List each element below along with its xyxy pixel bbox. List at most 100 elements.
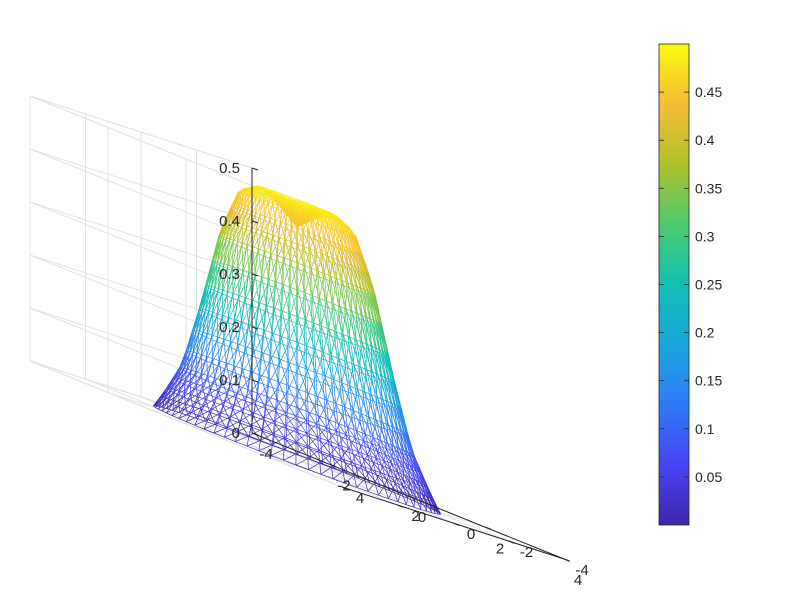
mesh-edge — [324, 273, 331, 277]
mesh-edge — [290, 241, 298, 264]
mesh-edge — [379, 349, 390, 380]
mesh-edge — [186, 368, 192, 371]
mesh-edge — [287, 362, 290, 386]
mesh-edge — [314, 379, 316, 405]
mesh-edge — [237, 378, 250, 394]
mesh-edge — [265, 389, 278, 405]
mesh-edge — [350, 440, 364, 459]
mesh-edge — [363, 440, 368, 456]
mesh-edge — [361, 288, 368, 318]
mesh-edge — [161, 410, 167, 414]
mesh-edge — [283, 200, 289, 204]
mesh-edge — [178, 418, 187, 423]
mesh-edge — [195, 353, 198, 372]
mesh-edge — [331, 364, 339, 387]
mesh-edge — [203, 428, 214, 434]
mesh-edge — [317, 270, 320, 299]
mesh-edge — [211, 261, 218, 287]
mesh-edge — [290, 196, 294, 202]
mesh-edge — [287, 385, 289, 405]
mesh-edge — [221, 219, 229, 237]
mesh-edge — [232, 408, 243, 413]
mesh-edge — [273, 307, 282, 312]
mesh-edge — [267, 365, 279, 386]
mesh-edge — [297, 388, 309, 413]
mesh-edge — [239, 422, 252, 428]
mesh-edge — [178, 412, 192, 419]
mesh-edge — [331, 282, 336, 310]
mesh-edge — [339, 306, 347, 310]
mesh-edge — [324, 407, 335, 412]
mesh-edge — [319, 462, 322, 475]
mesh-edge — [287, 320, 289, 347]
mesh-edge — [379, 349, 384, 352]
mesh-edge — [252, 229, 257, 247]
mesh-edge — [324, 386, 333, 408]
mesh-edge — [241, 297, 246, 323]
mesh-edge — [304, 265, 306, 293]
colorbar-tick-label: 0.25 — [695, 277, 722, 293]
mesh-edge — [377, 373, 383, 377]
mesh-edge — [320, 325, 324, 353]
mesh-edge — [372, 437, 378, 452]
mesh-edge — [215, 424, 227, 429]
mesh-edge — [289, 287, 299, 317]
mesh-edge — [264, 250, 269, 280]
mesh-edge — [425, 495, 433, 510]
mesh-edge — [268, 355, 272, 379]
mesh-edge — [342, 449, 357, 467]
mesh-edge — [355, 339, 368, 370]
mesh-edge — [288, 313, 291, 340]
mesh-edge — [285, 195, 288, 199]
mesh-edge — [232, 293, 235, 320]
mesh-edge — [393, 427, 405, 451]
mesh-edge — [184, 380, 186, 393]
mesh-edge — [340, 448, 349, 459]
mesh-edge — [376, 401, 383, 405]
mesh-edge — [158, 397, 163, 407]
mesh-edge — [319, 306, 326, 333]
mesh-edge — [189, 388, 196, 400]
mesh-edge — [284, 424, 286, 438]
mesh-edge — [260, 281, 268, 286]
mesh-edge — [364, 433, 378, 452]
mesh-edge — [210, 319, 222, 340]
mesh-edge — [297, 420, 310, 438]
mesh-edge — [254, 308, 259, 334]
mesh-edge — [280, 290, 282, 318]
mesh-edge — [315, 251, 319, 271]
mesh-edge — [214, 360, 220, 378]
mesh-edge — [245, 389, 249, 402]
mesh-edge — [329, 228, 335, 247]
mesh-edge — [164, 388, 172, 399]
mesh-edge — [385, 377, 393, 404]
mesh-edge — [222, 380, 231, 384]
axes-grid — [29, 95, 565, 560]
mesh-edge — [308, 462, 320, 470]
mesh-edge — [237, 222, 239, 242]
mesh-edge — [276, 204, 281, 222]
mesh-edge — [196, 352, 202, 356]
mesh-edge — [373, 437, 381, 441]
mesh-edge — [288, 339, 290, 363]
mesh-edge — [307, 392, 318, 397]
mesh-edge — [279, 199, 283, 207]
mesh-edge — [196, 417, 206, 422]
mesh-edge — [270, 190, 275, 194]
mesh-edge — [263, 420, 275, 436]
mesh-edge — [226, 362, 235, 367]
mesh-edge — [320, 473, 334, 480]
mesh-edge — [421, 493, 433, 510]
mesh-edge — [238, 295, 242, 323]
mesh-edge — [283, 449, 285, 461]
mesh-edge — [326, 427, 329, 442]
mesh-edge — [345, 434, 349, 449]
mesh-edge — [262, 420, 275, 430]
mesh-edge — [343, 246, 349, 265]
mesh-edge — [274, 412, 287, 422]
mesh-edge — [316, 396, 327, 401]
mesh-edge — [211, 261, 216, 287]
mesh-edge — [247, 251, 252, 278]
mesh-edge — [222, 243, 233, 267]
mesh-edge — [263, 408, 267, 421]
